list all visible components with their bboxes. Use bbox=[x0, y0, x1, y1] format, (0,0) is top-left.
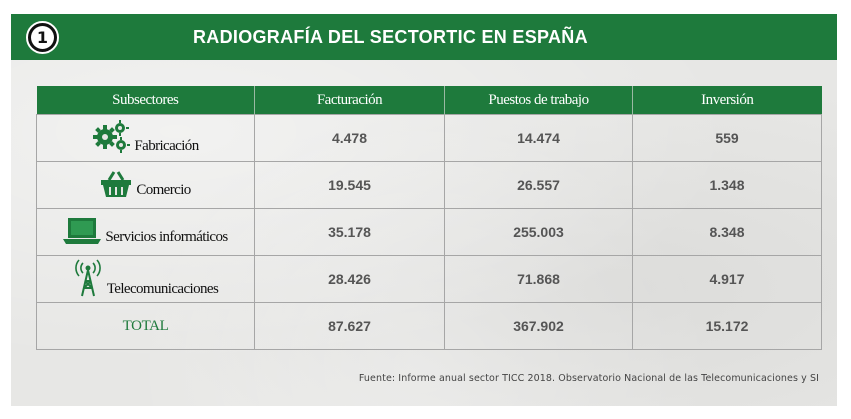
subsector-label: Telecomunicaciones bbox=[106, 280, 219, 297]
subsector-label: Comercio bbox=[136, 181, 191, 198]
inversion-value: 559 bbox=[632, 114, 822, 162]
facturacion-value: 19.545 bbox=[254, 161, 445, 209]
table-row: Telecomunicaciones 28.426 71.868 4.917 bbox=[36, 255, 822, 303]
facturacion-value: 28.426 bbox=[254, 255, 445, 303]
puestos-value: 71.868 bbox=[444, 255, 633, 303]
page-title: RADIOGRAFÍA DEL SECTORTIC EN ESPAÑA bbox=[193, 27, 588, 47]
table-row: Comercio 19.545 26.557 1.348 bbox=[36, 161, 822, 209]
subsector-label: Servicios informáticos bbox=[105, 228, 228, 245]
total-puestos: 367.902 bbox=[444, 302, 633, 350]
title-bar: 1 RADIOGRAFÍA DEL SECTORTIC EN ESPAÑA bbox=[11, 14, 837, 60]
puestos-value: 255.003 bbox=[444, 208, 633, 256]
header-inversion: Inversión bbox=[632, 86, 822, 115]
table-row: Servicios informáticos 35.178 255.003 8.… bbox=[36, 208, 822, 256]
source-note: Fuente: Informe anual sector TICC 2018. … bbox=[358, 373, 819, 384]
table-header-row: Subsectores Facturación Puestos de traba… bbox=[36, 86, 822, 115]
inversion-value: 4.917 bbox=[632, 255, 822, 303]
gears-icon bbox=[92, 119, 131, 154]
antenna-tower-icon bbox=[73, 258, 103, 297]
number-badge: 1 bbox=[26, 21, 59, 54]
laptop-icon bbox=[63, 217, 102, 245]
number-badge-label: 1 bbox=[31, 26, 54, 49]
facturacion-value: 35.178 bbox=[254, 208, 445, 256]
header-facturacion: Facturación bbox=[254, 86, 445, 115]
shopping-basket-icon bbox=[100, 170, 132, 198]
total-row: TOTAL 87.627 367.902 15.172 bbox=[36, 302, 822, 350]
sector-table: Subsectores Facturación Puestos de traba… bbox=[36, 86, 822, 350]
puestos-value: 26.557 bbox=[444, 161, 633, 209]
facturacion-value: 4.478 bbox=[254, 114, 445, 162]
total-label-cell: TOTAL bbox=[36, 302, 255, 350]
subsector-cell: Telecomunicaciones bbox=[36, 255, 255, 303]
subsector-cell: Comercio bbox=[36, 161, 255, 209]
inversion-value: 8.348 bbox=[632, 208, 822, 256]
inversion-value: 1.348 bbox=[632, 161, 822, 209]
total-inversion: 15.172 bbox=[632, 302, 822, 350]
puestos-value: 14.474 bbox=[444, 114, 633, 162]
infographic-panel: 1 RADIOGRAFÍA DEL SECTORTIC EN ESPAÑA Su… bbox=[11, 14, 837, 406]
subsector-label: Fabricación bbox=[134, 137, 199, 154]
subsector-cell: Fabricación bbox=[36, 114, 255, 162]
table-row: Fabricación 4.478 14.474 559 bbox=[36, 114, 822, 162]
total-facturacion: 87.627 bbox=[254, 302, 445, 350]
total-label: TOTAL bbox=[122, 318, 169, 334]
subsector-cell: Servicios informáticos bbox=[36, 208, 255, 256]
header-puestos: Puestos de trabajo bbox=[444, 86, 633, 115]
header-subsectores: Subsectores bbox=[36, 86, 255, 115]
